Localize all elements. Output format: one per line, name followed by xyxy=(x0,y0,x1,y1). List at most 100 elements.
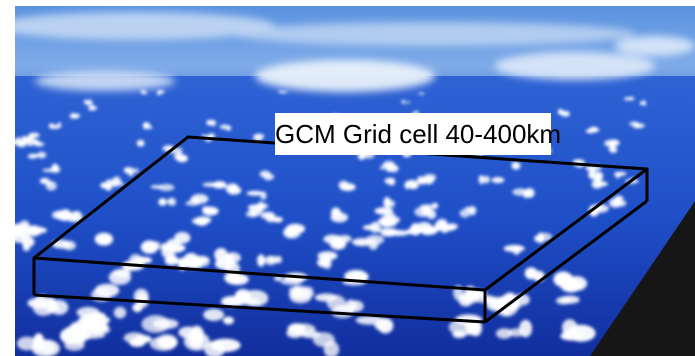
cloud-puff xyxy=(613,171,627,179)
cloud-puff xyxy=(182,252,210,270)
cloud-puff xyxy=(624,96,635,101)
cloud-puff xyxy=(484,175,505,184)
cloud-puff xyxy=(123,167,139,177)
cloud-puff xyxy=(174,152,188,163)
cloud-puff xyxy=(245,210,260,218)
cloud-puff xyxy=(503,244,525,255)
cloud-puff xyxy=(355,315,394,334)
cloud-puff xyxy=(524,267,545,282)
cloud-puff xyxy=(314,293,346,311)
cloud-puff xyxy=(149,334,178,351)
cloud-puff xyxy=(434,218,457,232)
cloud-puff xyxy=(45,181,57,191)
grid-cell-edge-bottom-right xyxy=(484,199,648,324)
cloud-puff xyxy=(609,195,627,208)
cloud-puff xyxy=(202,181,227,189)
cloud-puff xyxy=(512,188,535,199)
cloud-puff xyxy=(278,90,288,94)
cloud-puff xyxy=(259,170,275,181)
cloud-puff xyxy=(223,272,249,285)
cloud-puff xyxy=(158,197,177,206)
cloud-puff xyxy=(94,232,114,246)
cloud-puff xyxy=(100,181,113,191)
cloud-puff xyxy=(167,231,191,246)
cloud-puff xyxy=(123,332,152,347)
cloud-puff xyxy=(495,319,533,339)
cloud-puff xyxy=(87,104,98,111)
cloud-puff xyxy=(27,294,58,309)
cloud-puff xyxy=(459,206,477,218)
cloud-puff xyxy=(69,113,81,119)
cloud-puff xyxy=(404,181,419,190)
cloud-puff xyxy=(417,92,425,95)
cloud-puff xyxy=(48,122,62,130)
cloud-puff xyxy=(136,139,145,147)
cloud-puff xyxy=(42,163,61,174)
cloud-puff xyxy=(121,254,152,271)
cloud-puff xyxy=(416,221,443,235)
cloud-puff xyxy=(74,313,111,337)
cloud-puff xyxy=(377,215,401,228)
cloud-puff xyxy=(178,325,210,351)
cloud-puff xyxy=(553,271,588,293)
cloud-puff xyxy=(586,126,600,134)
distant-cloud-band xyxy=(15,12,695,92)
cloud-puff xyxy=(140,240,161,254)
cloud-puff xyxy=(555,295,580,305)
cloud-puff xyxy=(206,119,217,127)
cloud-puff xyxy=(560,319,596,342)
cloud-puff xyxy=(588,169,604,182)
cloud-puff xyxy=(203,308,234,325)
cloud-puff xyxy=(414,206,437,220)
cloud-puff xyxy=(362,221,381,233)
cloud-puff xyxy=(257,254,283,267)
cloud-puff xyxy=(317,251,338,270)
cloud-puff xyxy=(338,180,356,192)
cloud-puff xyxy=(628,121,645,129)
cloud-puff xyxy=(288,285,314,304)
cloud-puff xyxy=(409,223,421,236)
cloud-puff xyxy=(27,151,47,159)
cloud-puff xyxy=(83,99,93,106)
cloud-puff xyxy=(246,190,267,200)
cloud-puff xyxy=(202,206,219,216)
cloud-puff xyxy=(323,234,352,250)
cloud-puff xyxy=(225,183,242,195)
cloud-puff xyxy=(260,211,283,223)
cloud-puff xyxy=(160,242,174,259)
grid-cell-edge-bottom-front xyxy=(33,293,486,324)
cloud-puff xyxy=(283,223,306,239)
cloud-puff xyxy=(286,323,321,339)
cloud-puff xyxy=(604,139,620,147)
cloud-puff xyxy=(478,175,486,185)
cloud-puff xyxy=(150,183,175,192)
cloud-puff xyxy=(330,207,348,223)
cloud-puff xyxy=(39,177,50,185)
cloud-puff xyxy=(351,234,385,250)
cloud-puff xyxy=(15,137,30,145)
cloud-puff xyxy=(201,133,216,142)
cloud-puff xyxy=(51,209,73,222)
grid-cell-label: GCM Grid cell 40-400km xyxy=(275,113,561,155)
cloud-puff xyxy=(15,220,32,233)
cloud-puff xyxy=(140,89,148,95)
cloud-puff xyxy=(591,179,608,189)
photo-canvas xyxy=(15,6,695,356)
cloud-puff xyxy=(401,99,411,104)
cloud-puff xyxy=(379,164,392,170)
cloud-puff xyxy=(141,315,179,333)
cloud-puff xyxy=(384,177,396,186)
cloud-puff xyxy=(219,124,232,131)
cloud-puff xyxy=(156,89,165,96)
cloud-puff xyxy=(557,108,570,117)
cloud-puff xyxy=(253,133,265,142)
cloud-puff xyxy=(204,338,241,356)
cloud-puff xyxy=(192,216,212,226)
cloud-puff xyxy=(378,228,410,237)
cloud-puff xyxy=(16,333,60,356)
cloud-puff xyxy=(105,176,124,188)
cloud-puff xyxy=(534,232,552,244)
aircraft-wing xyxy=(590,201,695,356)
grid-cell-box xyxy=(32,135,649,324)
cloud-puff xyxy=(511,161,521,170)
